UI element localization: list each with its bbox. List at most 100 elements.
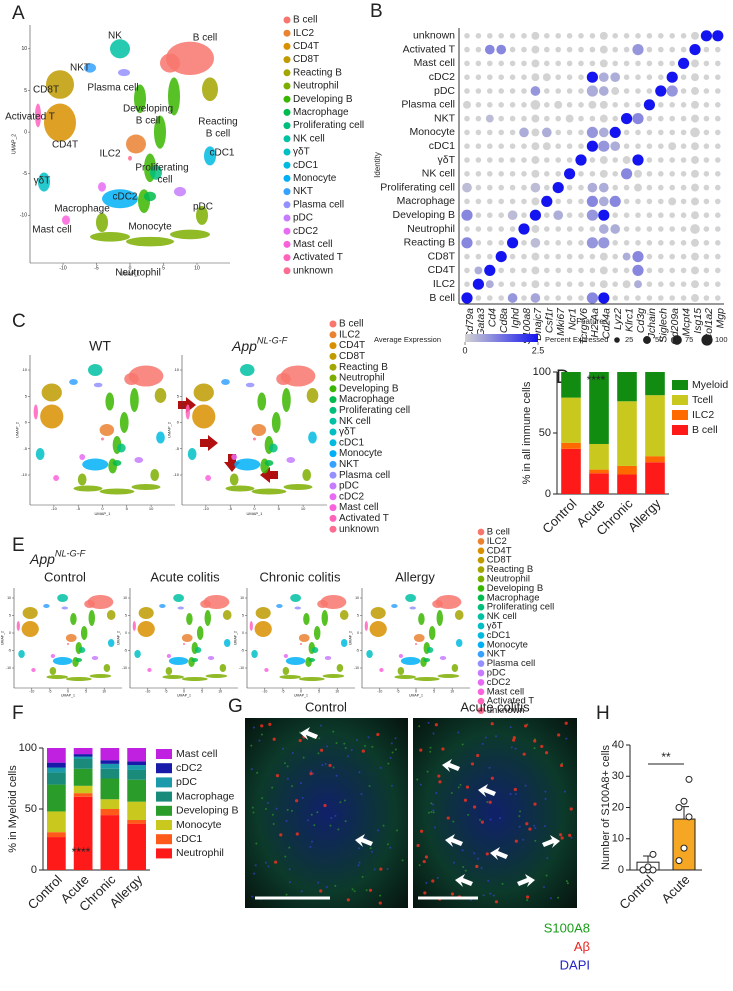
legend-swatch (329, 342, 337, 350)
cluster-points (205, 674, 228, 678)
cluster-points (126, 134, 146, 154)
x-tick-label: Lyz2 (612, 308, 624, 330)
speckle (525, 895, 530, 899)
data-point (675, 857, 683, 865)
cluster-points (154, 115, 166, 149)
dot (586, 195, 599, 207)
micrograph-texture (250, 721, 573, 905)
legend-label: NKT (293, 186, 313, 197)
cluster-points (41, 383, 62, 402)
speckle (420, 829, 424, 833)
bar-segment (127, 823, 146, 870)
x-tick-label: Col1a2 (703, 308, 715, 341)
cluster-points (413, 677, 440, 681)
axis-title: Features (576, 317, 608, 326)
speckle (344, 820, 347, 823)
cluster-points (234, 458, 261, 471)
cluster-points (196, 626, 204, 640)
legend-swatch (283, 29, 291, 37)
bar-segment (100, 799, 120, 809)
cluster-points (84, 600, 95, 608)
dot (589, 267, 596, 274)
dot (475, 253, 482, 260)
cluster-points (106, 610, 116, 620)
legend-label: Reacting B (339, 362, 388, 373)
panel-title: Chronic colitis (260, 569, 341, 584)
dot (555, 33, 561, 39)
dot (689, 44, 701, 56)
legend-label: pDC (487, 668, 506, 679)
cluster-label: Macrophage (54, 204, 110, 215)
dot (487, 129, 493, 136)
y-tick-label: 0 (545, 488, 551, 500)
dot (552, 182, 564, 194)
dot (495, 251, 507, 263)
bar-segment (100, 748, 120, 761)
data-point (680, 797, 688, 805)
tick-label: -5 (94, 265, 99, 271)
dot (487, 253, 493, 260)
dot (487, 212, 493, 218)
speckle (351, 888, 354, 891)
dot (474, 266, 483, 275)
x-tick-label: Cd79a (464, 308, 476, 339)
speckle (514, 839, 518, 843)
dot (555, 267, 561, 274)
cluster-points (414, 643, 418, 645)
dot (658, 295, 664, 301)
speckle (368, 888, 373, 892)
tick-label: 0 (9, 631, 11, 635)
dot (715, 240, 721, 246)
legend-swatch (156, 820, 172, 830)
speckle (480, 866, 483, 869)
cluster-points (283, 484, 313, 490)
umap: -10 -5 0 5 10 -10 -5 0 5 10 UMAP_1 UMAP_2 (1, 588, 122, 698)
speckle (524, 784, 527, 787)
speckle (452, 861, 455, 864)
dot (521, 88, 527, 94)
legend-swatch (672, 410, 688, 420)
cluster-points (134, 650, 141, 658)
dot (509, 129, 516, 136)
cluster-points (33, 404, 38, 420)
cluster-points (196, 205, 208, 225)
legend-swatch (477, 538, 485, 545)
speckle (452, 820, 455, 823)
speckle (533, 747, 536, 750)
dot (578, 33, 584, 39)
legend-label: Mast cell (339, 502, 378, 513)
speckle (480, 820, 485, 824)
speckle (416, 778, 419, 781)
speckle (252, 726, 255, 729)
dot (599, 266, 608, 275)
speckle (323, 803, 327, 808)
axis-title: Identity (373, 152, 382, 178)
dot (498, 102, 505, 108)
dot (578, 281, 584, 288)
cluster-label: cell (157, 175, 172, 186)
dot (715, 226, 721, 232)
speckle (382, 824, 385, 827)
speckle (437, 774, 441, 778)
panel-title: Allergy (395, 569, 435, 584)
dot (635, 295, 641, 301)
speckle (312, 772, 315, 775)
dot (668, 197, 677, 206)
dot (691, 169, 699, 178)
dot (646, 157, 653, 163)
speckle (436, 876, 439, 879)
dot (622, 252, 631, 261)
speckle (368, 785, 371, 788)
dot (680, 253, 687, 260)
dot (621, 168, 633, 180)
cluster-points (102, 189, 138, 209)
dot (464, 226, 470, 232)
speckle (367, 736, 370, 739)
legend-label: Activated T (487, 696, 535, 707)
dot (612, 46, 618, 53)
speckle (467, 813, 470, 816)
dot (464, 46, 470, 53)
legend-label: Developing B (487, 583, 544, 594)
speckle (490, 722, 494, 726)
arrow (260, 467, 278, 483)
